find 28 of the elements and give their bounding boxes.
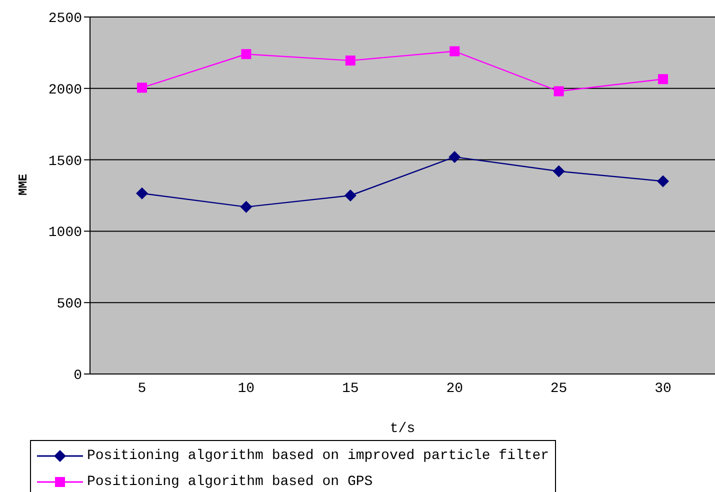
x-tick-label: 5	[138, 380, 146, 397]
point	[137, 82, 147, 93]
point	[240, 200, 252, 213]
x-tick-label: 10	[238, 380, 255, 397]
x-tick-label: 15	[342, 380, 359, 397]
y-tick-label: 1500	[48, 154, 82, 170]
point	[554, 86, 564, 96]
y-tick-label: 500	[56, 296, 82, 313]
legend-label: Positioning algorithm based on GPS	[87, 474, 373, 490]
x-tick-label: 20	[446, 380, 464, 397]
point	[552, 165, 565, 178]
y-axis-title: MME	[16, 174, 30, 196]
x-tick-label: 25	[550, 380, 568, 397]
point	[241, 49, 252, 60]
point	[450, 46, 460, 56]
legend-label: Positioning algorithm based on improved particle filter	[87, 448, 550, 464]
point	[448, 150, 461, 163]
point	[657, 175, 669, 188]
x-tick-label: 30	[654, 380, 672, 397]
point	[345, 56, 356, 66]
y-tick-label: 0	[74, 368, 82, 384]
point	[136, 187, 148, 200]
point	[658, 74, 668, 84]
y-tick-label: 2500	[48, 10, 82, 27]
y-tick-label: 2000	[48, 82, 82, 98]
point	[344, 190, 356, 202]
x-axis-title: t/s	[390, 421, 416, 437]
y-tick-label: 1000	[48, 225, 82, 242]
